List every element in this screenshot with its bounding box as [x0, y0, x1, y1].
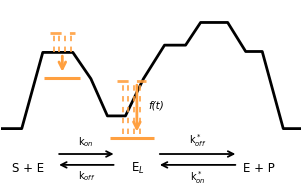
- Text: k$^*_{off}$: k$^*_{off}$: [189, 132, 206, 149]
- Text: k$^*_{on}$: k$^*_{on}$: [190, 169, 205, 186]
- Text: E + P: E + P: [243, 162, 275, 175]
- Text: k$_{on}$: k$_{on}$: [79, 135, 94, 149]
- Text: f(t): f(t): [148, 101, 164, 111]
- Text: k$_{off}$: k$_{off}$: [78, 169, 95, 183]
- Text: S + E: S + E: [12, 162, 44, 175]
- Text: E$_L$: E$_L$: [131, 161, 144, 176]
